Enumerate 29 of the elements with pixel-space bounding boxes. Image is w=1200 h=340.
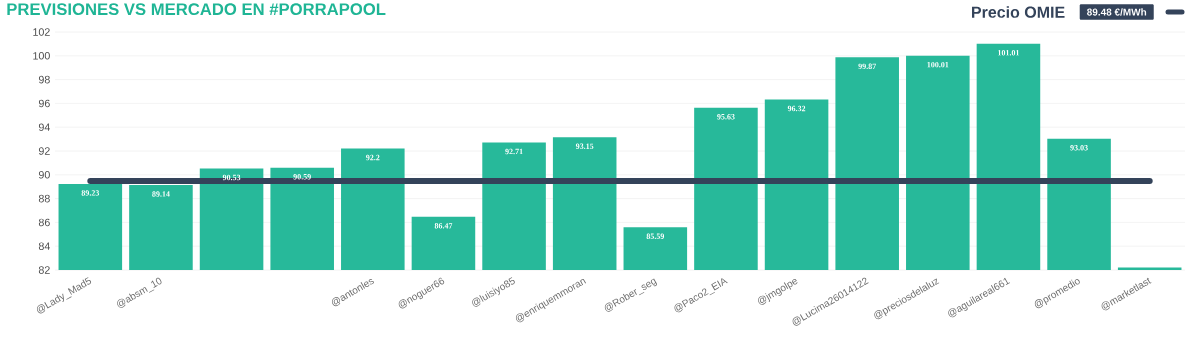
data-label: 89.23 bbox=[81, 190, 100, 196]
data-label: 85.59 bbox=[646, 233, 665, 239]
data-label: 93.03 bbox=[1070, 145, 1088, 151]
y-tick-label: 102 bbox=[33, 28, 50, 36]
data-label: 95.63 bbox=[717, 114, 735, 120]
y-tick-label: 90 bbox=[38, 171, 50, 179]
data-label: 90.53 bbox=[222, 174, 241, 181]
data-label: 90.59 bbox=[293, 174, 311, 180]
data-label: 92.2 bbox=[366, 154, 380, 161]
y-tick-label: 94 bbox=[38, 123, 50, 131]
y-tick-label: 88 bbox=[38, 194, 50, 203]
data-label: 92.71 bbox=[505, 148, 523, 155]
text: 89.48 €/MWh bbox=[1087, 8, 1147, 16]
data-label: 89.14 bbox=[152, 191, 170, 197]
y-tick-label: 84 bbox=[38, 242, 50, 250]
data-label: 100.01 bbox=[927, 61, 949, 68]
data-label: 101.01 bbox=[998, 50, 1020, 56]
data-label: 96.32 bbox=[787, 105, 806, 112]
chart-title: PREVISIONES VS MERCADO EN #PORRAPOOL bbox=[7, 3, 386, 16]
data-label: 99.87 bbox=[858, 63, 876, 70]
data-label: 86.47 bbox=[434, 223, 453, 229]
y-tick-label: 100 bbox=[33, 52, 50, 60]
legend-label: Precio OMIE bbox=[972, 6, 1065, 18]
y-tick-label: 96 bbox=[38, 99, 50, 108]
y-tick-label: 92 bbox=[38, 147, 50, 155]
y-tick-label: 82 bbox=[38, 266, 50, 274]
y-tick-label: 86 bbox=[38, 218, 50, 227]
data-label: 93.15 bbox=[575, 143, 594, 149]
y-tick-label: 98 bbox=[38, 75, 50, 84]
